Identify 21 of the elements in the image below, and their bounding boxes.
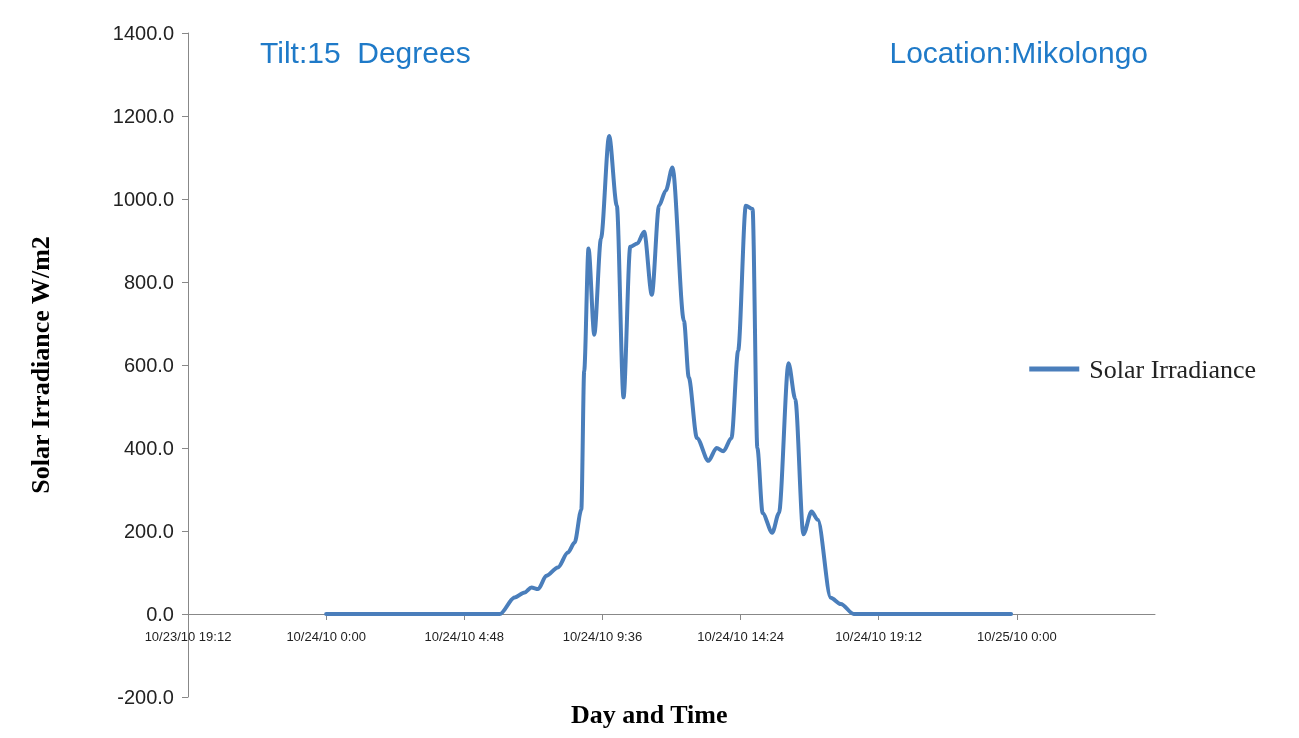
legend-label: Solar Irradiance [1089, 354, 1257, 384]
y-tick-label: 800.0 [123, 271, 174, 293]
y-tick-label: 1200.0 [112, 105, 174, 127]
x-tick-label: 10/24/10 4:48 [424, 629, 505, 644]
y-tick-label: 400.0 [123, 437, 174, 459]
x-tick-label: 10/24/10 9:36 [562, 629, 643, 644]
y-tick-label: 600.0 [123, 354, 174, 376]
y-axis-title: Solar Irradiance W/m2 [25, 236, 55, 494]
y-tick-label: 200.0 [123, 520, 174, 542]
x-tick-label: 10/24/10 0:00 [286, 629, 366, 644]
y-tick-label: -200.0 [117, 686, 174, 708]
x-tick-label: 10/24/10 19:12 [835, 629, 923, 644]
y-tick-label: 1000.0 [112, 188, 174, 210]
x-axis-title: Day and Time [571, 699, 728, 729]
chart-title: Tilt:15 Degrees [260, 35, 471, 69]
x-tick-label: 10/25/10 0:00 [977, 629, 1057, 644]
x-tick-label: 10/23/10 19:12 [144, 629, 232, 644]
y-tick-label: 1400.0 [112, 22, 174, 44]
y-tick-label: 0.0 [146, 603, 174, 625]
chart-subtitle: Location:Mikolongo [889, 35, 1149, 69]
x-tick-label: 10/24/10 14:24 [697, 629, 784, 644]
